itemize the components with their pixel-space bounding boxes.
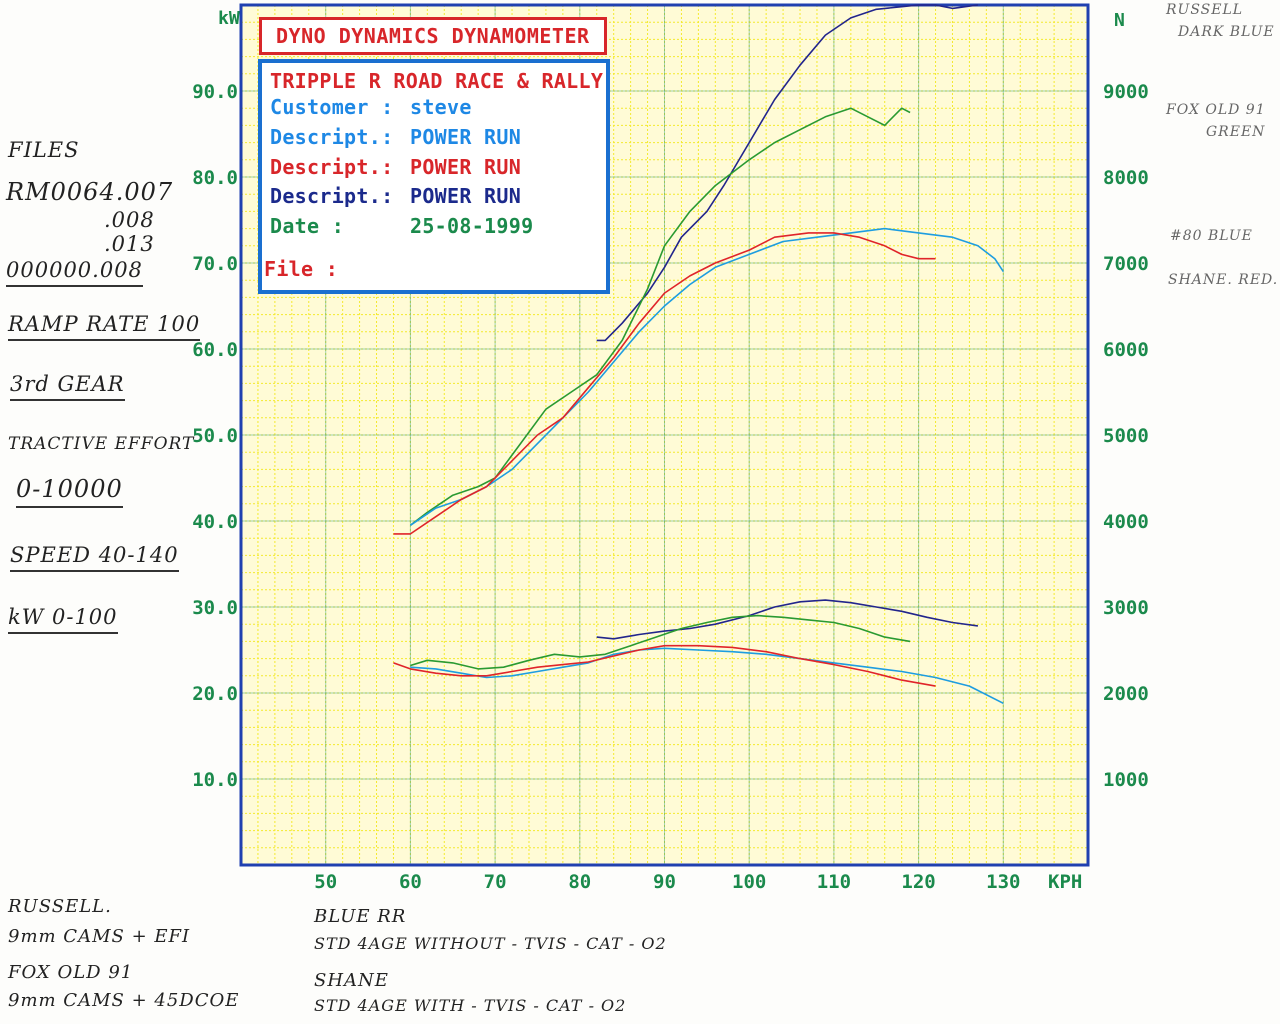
shop-name: TRIPPLE R ROAD RACE & RALLY: [270, 69, 604, 93]
series-line-4-tractive: [393, 232, 936, 535]
note-speed: SPEED 40-140: [10, 543, 179, 572]
y-right-tick-label: 8000: [1103, 167, 1149, 189]
info-row-date: Date : 25-08-1999: [270, 214, 533, 238]
dyno-title: DYNO DYNAMICS DYNAMOMETER: [276, 24, 590, 48]
y-right-unit: N: [1114, 10, 1125, 31]
note-kw: kW 0-100: [8, 605, 118, 634]
note-file-4: 000000.008: [6, 258, 143, 287]
info-row-descript-1: Descript.: POWER RUN: [270, 125, 521, 149]
note-bottom-blue-rr-spec: STD 4AGE WITHOUT - TVIS - CAT - O2: [314, 934, 667, 953]
info-label: Customer :: [270, 95, 394, 119]
y-left-tick-label: 50.0: [192, 425, 238, 447]
info-row-customer: Customer : steve: [270, 95, 471, 119]
note-fox: FOX OLD 91: [1166, 102, 1266, 118]
y-right-tick-label: 1000: [1103, 769, 1149, 791]
x-tick-label: 130: [986, 871, 1020, 893]
y-right-tick-label: 2000: [1103, 683, 1149, 705]
series-line-7-power: [410, 647, 1004, 705]
note-shane-red: SHANE. RED.: [1168, 272, 1279, 288]
info-value: POWER RUN: [410, 155, 522, 179]
y-left-tick-label: 10.0: [192, 769, 238, 791]
note-green: GREEN: [1206, 124, 1266, 140]
y-left-tick-label: 40.0: [192, 511, 238, 533]
plot-frame: [239, 3, 1090, 867]
series-line-3-tractive: [409, 227, 1004, 526]
y-right-tick-label: 6000: [1103, 339, 1149, 361]
y-right-tick-label: 5000: [1103, 425, 1149, 447]
x-tick-label: 100: [732, 871, 766, 893]
x-tick-label: 120: [901, 871, 935, 893]
note-file-3: .013: [104, 232, 155, 256]
y-right-tick-label: 3000: [1103, 597, 1149, 619]
info-value: 25-08-1999: [410, 214, 534, 238]
info-row-descript-3: Descript.: POWER RUN: [270, 184, 521, 208]
series-line-6-power: [410, 614, 911, 670]
ticks-layer: 50 60 70 80 90 100 110 120 130 10.0 20.0 30.0 40.0 50…: [192, 81, 1149, 893]
note-bottom-russell: RUSSELL.: [8, 896, 112, 917]
note-files: FILES: [8, 138, 80, 162]
note-file-2: .008: [104, 208, 155, 232]
note-tractive: TRACTIVE EFFORT: [8, 434, 195, 454]
y-right-tick-label: 9000: [1103, 81, 1149, 103]
x-tick-label: 90: [653, 871, 676, 893]
info-label: Descript.:: [270, 125, 394, 149]
info-value: steve: [410, 95, 472, 119]
x-tick-label: 110: [817, 871, 851, 893]
y-right-tick-label: 7000: [1103, 253, 1149, 275]
y-left-tick-label: 80.0: [192, 167, 238, 189]
note-80-blue: #80 BLUE: [1170, 228, 1253, 244]
note-bottom-blue-rr: BLUE RR: [314, 906, 407, 927]
y-left-unit: kW: [218, 8, 240, 29]
series-line-5-power: [596, 599, 979, 640]
x-axis-unit: KPH: [1048, 871, 1082, 893]
note-bottom-russell-spec: 9mm CAMS + EFI: [8, 926, 191, 947]
note-bottom-fox-spec: 9mm CAMS + 45DCOE: [8, 990, 240, 1011]
info-value: POWER RUN: [410, 125, 522, 149]
y-right-tick-label: 4000: [1103, 511, 1149, 533]
y-left-tick-label: 70.0: [192, 253, 238, 275]
series-layer: [393, 4, 1004, 705]
note-dark-blue: DARK BLUE: [1178, 24, 1275, 40]
note-file-1: RM0064.007: [6, 178, 174, 206]
info-label: File :: [264, 257, 339, 281]
x-tick-label: 80: [568, 871, 591, 893]
run-info-box: TRIPPLE R ROAD RACE & RALLY Customer : st…: [258, 59, 610, 294]
x-tick-label: 60: [399, 871, 422, 893]
note-bottom-shane: SHANE: [314, 970, 389, 991]
info-label: Descript.:: [270, 155, 394, 179]
info-value: POWER RUN: [410, 184, 522, 208]
note-ramp-rate: RAMP RATE 100: [8, 312, 201, 341]
series-line-1-tractive: [596, 4, 979, 342]
note-bottom-fox: FOX OLD 91: [8, 962, 134, 983]
y-left-tick-label: 90.0: [192, 81, 238, 103]
note-bottom-shane-spec: STD 4AGE WITH - TVIS - CAT - O2: [314, 996, 627, 1015]
dyno-title-box: DYNO DYNAMICS DYNAMOMETER: [259, 17, 607, 55]
info-row-descript-2: Descript.: POWER RUN: [270, 155, 521, 179]
series-line-8-power: [393, 644, 936, 687]
note-gear: 3rd GEAR: [10, 372, 125, 401]
y-left-tick-label: 30.0: [192, 597, 238, 619]
note-russell: RUSSELL: [1166, 2, 1244, 18]
series-line-2-tractive: [409, 107, 911, 526]
x-tick-label: 70: [484, 871, 507, 893]
info-label: Descript.:: [270, 184, 394, 208]
info-label: Date :: [270, 214, 345, 238]
note-range-1: 0-10000: [16, 475, 123, 508]
y-left-tick-label: 60.0: [192, 339, 238, 361]
info-row-file: File :: [264, 257, 338, 281]
x-tick-label: 50: [314, 871, 337, 893]
y-left-tick-label: 20.0: [192, 683, 238, 705]
